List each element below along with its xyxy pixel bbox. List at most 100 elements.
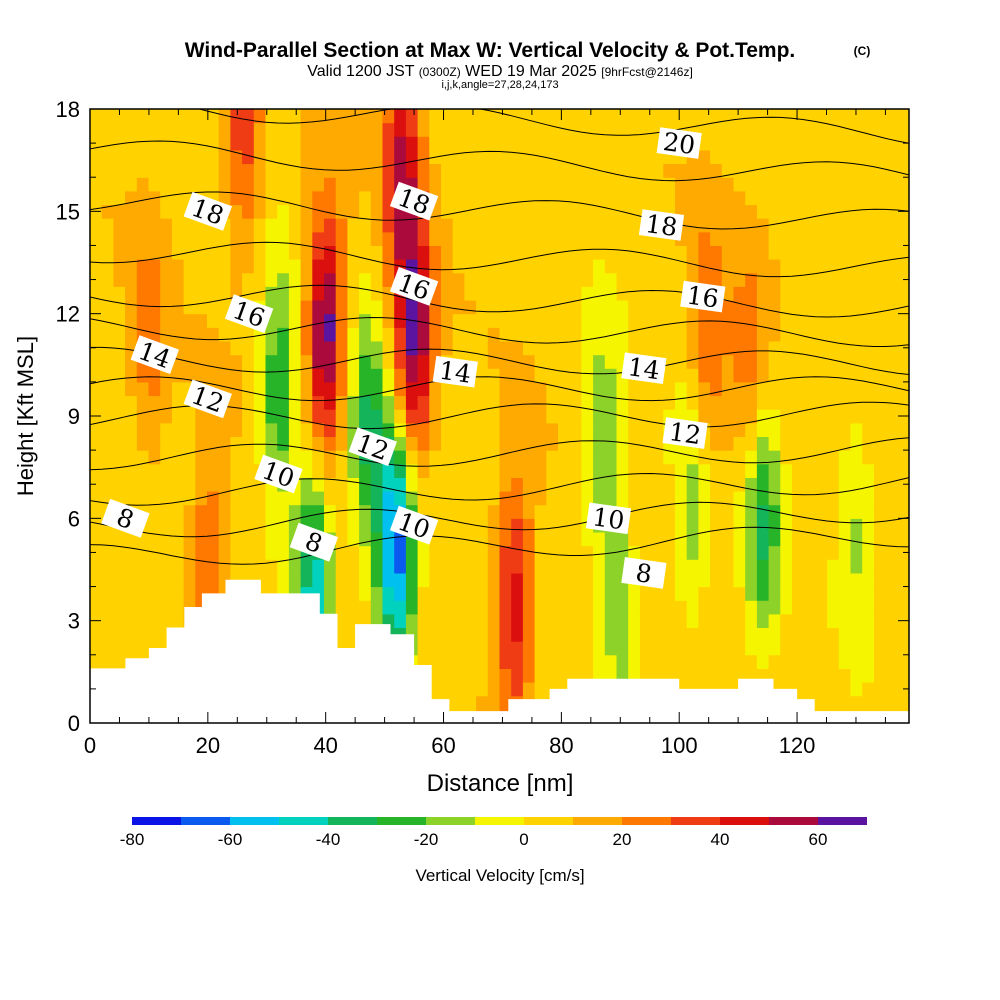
- velocity-cell: [441, 682, 454, 697]
- velocity-cell: [768, 654, 781, 669]
- velocity-cell: [710, 409, 723, 424]
- velocity-cell: [136, 450, 150, 465]
- velocity-cell: [710, 586, 723, 601]
- velocity-cell: [780, 381, 793, 397]
- velocity-cell: [686, 463, 699, 478]
- velocity-cell: [476, 518, 489, 533]
- velocity-cell: [698, 532, 711, 547]
- velocity-cell: [230, 341, 243, 356]
- velocity-cell: [148, 300, 161, 315]
- velocity-cell: [558, 177, 571, 192]
- velocity-cell: [593, 409, 606, 424]
- velocity-cell: [616, 477, 629, 492]
- velocity-cell: [768, 149, 781, 165]
- theta-label-text: 10: [591, 502, 627, 535]
- velocity-cell: [476, 668, 489, 683]
- velocity-cell: [382, 381, 395, 397]
- velocity-cell: [277, 313, 290, 328]
- theta-label-text: 14: [626, 352, 662, 385]
- velocity-cell: [136, 477, 150, 492]
- velocity-cell: [429, 109, 442, 124]
- velocity-cell: [780, 245, 793, 260]
- velocity-cell: [698, 559, 711, 574]
- velocity-cell: [253, 109, 267, 124]
- velocity-cell: [429, 504, 442, 519]
- velocity-cell: [511, 682, 524, 697]
- velocity-cell: [464, 231, 477, 246]
- velocity-cell: [511, 491, 524, 506]
- velocity-cell: [171, 381, 185, 397]
- velocity-cell: [546, 463, 559, 478]
- velocity-cell: [452, 149, 465, 165]
- velocity-cell: [850, 518, 863, 533]
- velocity-cell: [710, 641, 723, 656]
- velocity-cell: [113, 231, 126, 246]
- velocity-cell: [569, 231, 582, 246]
- velocity-cell: [803, 545, 816, 560]
- velocity-cell: [300, 422, 313, 437]
- velocity-cell: [546, 286, 559, 301]
- velocity-cell: [113, 422, 126, 437]
- velocity-cell: [125, 368, 138, 383]
- velocity-cell: [125, 163, 138, 178]
- velocity-cell: [745, 354, 758, 369]
- velocity-cell: [885, 327, 898, 342]
- velocity-cell: [546, 354, 559, 369]
- velocity-cell: [511, 477, 524, 492]
- velocity-cell: [113, 572, 126, 588]
- velocity-cell: [885, 463, 898, 478]
- velocity-cell: [862, 300, 875, 315]
- velocity-cell: [710, 491, 723, 506]
- velocity-cell: [476, 177, 489, 192]
- velocity-cell: [838, 177, 852, 192]
- velocity-cell: [300, 149, 313, 165]
- velocity-cell: [288, 436, 302, 451]
- velocity-cell: [698, 518, 711, 533]
- velocity-cell: [101, 627, 114, 642]
- velocity-cell: [756, 204, 770, 219]
- velocity-cell: [242, 518, 255, 533]
- velocity-cell: [394, 354, 407, 369]
- velocity-cell: [417, 354, 430, 369]
- velocity-cell: [382, 300, 395, 315]
- velocity-cell: [850, 559, 863, 574]
- velocity-cell: [441, 109, 454, 124]
- velocity-cell: [639, 163, 653, 178]
- velocity-cell: [441, 532, 454, 547]
- velocity-cell: [558, 491, 571, 506]
- velocity-cell: [827, 190, 840, 206]
- velocity-cell: [359, 381, 372, 397]
- velocity-cell: [476, 545, 489, 560]
- velocity-cell: [452, 341, 465, 356]
- velocity-cell: [160, 136, 173, 151]
- velocity-cell: [101, 231, 114, 246]
- velocity-cell: [382, 218, 395, 233]
- velocity-cell: [604, 572, 618, 588]
- velocity-cell: [897, 436, 909, 451]
- velocity-cell: [441, 477, 454, 492]
- velocity-cell: [171, 409, 185, 424]
- velocity-cell: [452, 436, 465, 451]
- velocity-cell: [288, 327, 302, 342]
- velocity-cell: [441, 627, 454, 642]
- velocity-cell: [569, 327, 582, 342]
- theta-label: 10: [585, 502, 632, 535]
- velocity-cell: [90, 450, 103, 465]
- velocity-cell: [686, 245, 699, 260]
- velocity-cell: [382, 259, 395, 274]
- velocity-cell: [546, 572, 559, 588]
- velocity-cell: [827, 682, 840, 697]
- velocity-cell: [675, 559, 688, 574]
- velocity-cell: [394, 313, 407, 328]
- velocity-cell: [359, 504, 372, 519]
- velocity-cell: [850, 177, 863, 192]
- velocity-cell: [616, 245, 629, 260]
- velocity-cell: [756, 300, 770, 315]
- velocity-cell: [885, 518, 898, 533]
- velocity-cell: [569, 572, 582, 588]
- velocity-cell: [265, 122, 278, 137]
- velocity-cell: [242, 545, 255, 560]
- velocity-cell: [639, 313, 653, 328]
- velocity-cell: [476, 641, 489, 656]
- velocity-cell: [616, 586, 629, 601]
